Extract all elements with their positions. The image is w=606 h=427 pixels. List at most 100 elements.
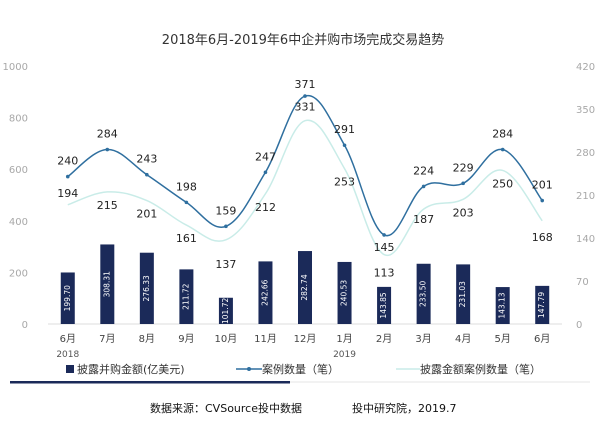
disclosed-count-label: 187 xyxy=(413,213,434,226)
disclosed-count-label: 137 xyxy=(215,258,236,271)
case-count-label: 284 xyxy=(97,128,118,141)
x-axis: 6月 7月 8月 9月 10月 11月 12月 1月 2月 3月 4月 5月 6月 xyxy=(60,333,551,345)
line-disclosed-case-count xyxy=(67,119,543,257)
disclosed-count-label: 203 xyxy=(453,206,474,219)
bar-value-label: 276.33 xyxy=(142,275,151,301)
x-tick-label: 10月 xyxy=(215,333,238,345)
bar xyxy=(535,285,550,324)
line-point xyxy=(303,94,307,98)
legend: 披露并购金额(亿美元) 案例数量（笔） 披露金额案例数量（笔） xyxy=(66,362,541,376)
bar-value-label: 282.74 xyxy=(300,274,309,300)
bar xyxy=(298,251,312,324)
disclosed-count-label: 253 xyxy=(334,176,355,189)
bar xyxy=(416,263,431,324)
case-count-label: 159 xyxy=(215,204,236,217)
line-point xyxy=(263,170,268,175)
line-point xyxy=(145,172,149,177)
left-tick-label: 600 xyxy=(9,165,28,176)
bar-value-label: 240.53 xyxy=(340,280,349,306)
bar xyxy=(218,297,233,324)
disclosed-count-label: 201 xyxy=(136,208,157,221)
year-labels: 2018 2019 xyxy=(56,350,356,360)
line-point xyxy=(461,181,465,186)
left-tick-label: 200 xyxy=(9,268,28,279)
case-count-label: 229 xyxy=(453,161,474,174)
legend-label-line-2: 披露金额案例数量（笔） xyxy=(420,362,541,376)
bar-value-label: 211.72 xyxy=(181,283,190,309)
case-count-label: 243 xyxy=(136,153,157,166)
case-count-label: 240 xyxy=(57,155,78,168)
chart-title: 2018年6月-2019年6中企并购市场完成交易趋势 xyxy=(162,32,444,48)
bar-value-label: 147.79 xyxy=(537,292,546,318)
year-label: 2018 xyxy=(56,350,79,360)
bar xyxy=(337,261,352,324)
case-count-label: 145 xyxy=(374,241,395,254)
case-count-label: 224 xyxy=(413,164,434,177)
left-tick-label: 400 xyxy=(9,217,28,228)
disclosed-count-label: 215 xyxy=(97,199,118,212)
bar-value-label: 308.31 xyxy=(102,271,111,297)
right-axis: 0 70 140 210 280 350 420 xyxy=(576,62,595,331)
case-count-label: 284 xyxy=(492,128,513,141)
line-point xyxy=(382,233,386,237)
right-tick-label: 140 xyxy=(576,234,595,245)
bar-value-label: 199.70 xyxy=(63,285,72,311)
legend-label-bar: 披露并购金额(亿美元) xyxy=(77,362,185,376)
line-point xyxy=(65,174,70,179)
bar-value-label: 233.50 xyxy=(419,281,428,307)
right-tick-label: 70 xyxy=(576,277,589,288)
legend-swatch-bar xyxy=(66,365,74,373)
x-tick-label: 3月 xyxy=(415,333,431,345)
right-tick-label: 280 xyxy=(576,148,595,159)
bar xyxy=(258,261,273,324)
x-tick-label: 1月 xyxy=(336,333,352,345)
right-tick-label: 210 xyxy=(576,191,595,202)
line-point xyxy=(540,198,545,203)
left-tick-label: 1000 xyxy=(3,62,28,73)
source-text: 数据来源：CVSource投中数据 xyxy=(150,401,302,415)
bar-series: 199.70 308.31 276.33 211.72 101.72 242.66 282.… xyxy=(60,244,550,324)
bar xyxy=(60,272,75,324)
right-tick-label: 0 xyxy=(576,320,582,331)
x-tick-label: 5月 xyxy=(495,333,511,345)
disclosed-count-label: 161 xyxy=(176,232,197,245)
bar xyxy=(139,252,154,324)
x-tick-label: 12月 xyxy=(294,333,317,345)
case-count-label: 371 xyxy=(295,78,316,91)
x-tick-label: 2月 xyxy=(376,333,392,345)
x-tick-label: 9月 xyxy=(178,333,194,345)
case-count-label: 291 xyxy=(334,123,355,136)
x-tick-label: 11月 xyxy=(254,333,277,345)
case-count-label: 247 xyxy=(255,150,276,163)
bar-value-label: 231.03 xyxy=(458,281,467,307)
x-tick-label: 7月 xyxy=(99,333,115,345)
bar-value-label: 101.72 xyxy=(221,298,230,324)
line-point xyxy=(224,224,228,229)
line-point xyxy=(500,147,505,152)
case-count-label: 201 xyxy=(532,179,553,192)
bar xyxy=(179,269,194,324)
bar xyxy=(456,264,471,324)
line-point xyxy=(342,143,347,148)
org-text: 投中研究院，2019.7 xyxy=(352,401,457,415)
disclosed-count-label: 250 xyxy=(492,177,513,190)
disclosed-count-label: 168 xyxy=(532,231,553,244)
bar-value-label: 143.13 xyxy=(498,292,507,318)
left-tick-label: 0 xyxy=(22,320,28,331)
x-tick-label: 8月 xyxy=(139,333,155,345)
line-point xyxy=(421,184,426,189)
left-tick-label: 800 xyxy=(9,114,28,125)
year-label: 2019 xyxy=(333,350,356,360)
x-tick-label: 6月 xyxy=(534,333,550,345)
legend-label-line-1: 案例数量（笔） xyxy=(262,362,339,376)
left-axis: 0 200 400 600 800 1000 xyxy=(3,62,28,331)
right-tick-label: 350 xyxy=(576,105,595,116)
bar xyxy=(377,286,392,324)
legend-divider xyxy=(10,381,290,384)
x-tick-label: 6月 xyxy=(60,333,76,345)
x-tick-label: 4月 xyxy=(455,333,471,345)
disclosed-count-label: 194 xyxy=(57,187,78,200)
bar-value-label: 143.85 xyxy=(379,292,388,318)
disclosed-count-label: 113 xyxy=(374,267,395,280)
